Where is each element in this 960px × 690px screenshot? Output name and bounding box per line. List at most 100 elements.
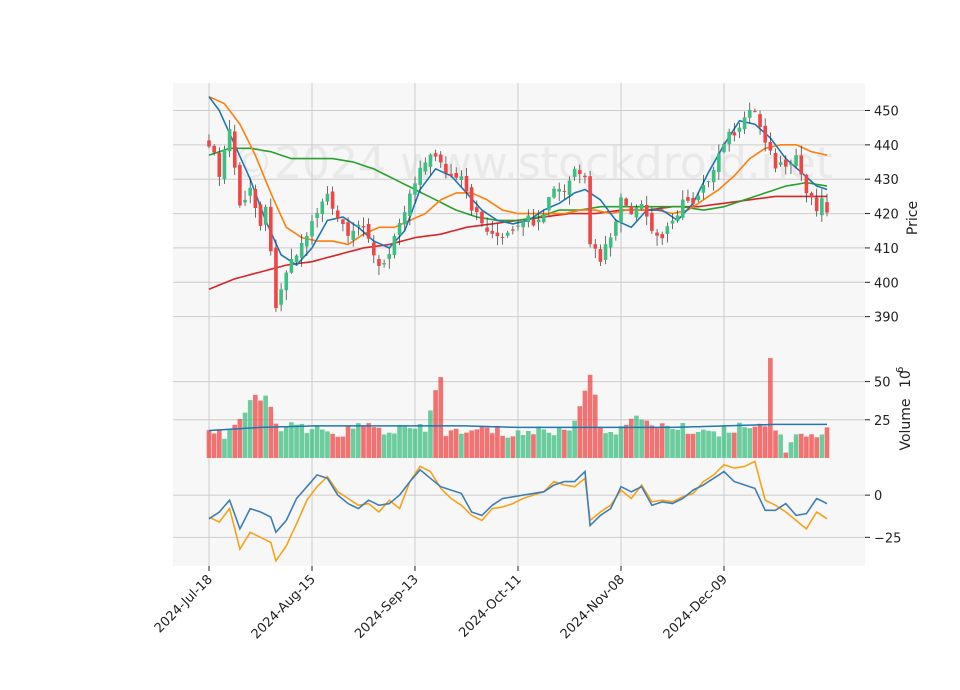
- volume-bar-up: [227, 430, 232, 458]
- candle-body-up: [794, 155, 798, 166]
- volume-bar-up: [279, 431, 284, 458]
- date-tick-label: 2024-Nov-08: [558, 572, 628, 642]
- candle-body-up: [243, 200, 247, 203]
- price-axis-title: Price: [905, 201, 921, 235]
- volume-bar-up: [305, 433, 310, 458]
- volume-bar-up: [222, 439, 227, 458]
- volume-bar-up: [665, 426, 670, 458]
- volume-bar-up: [619, 426, 624, 458]
- candle-body-up: [521, 221, 525, 227]
- volume-bar-up: [310, 429, 315, 458]
- candle-body-up: [619, 197, 623, 222]
- candle-body-up: [526, 216, 530, 223]
- candle-body-down: [444, 164, 448, 173]
- volume-bar-down: [485, 427, 490, 458]
- volume-bar-up: [392, 433, 397, 458]
- candle-body-up: [300, 243, 304, 258]
- candle-body-up: [429, 155, 433, 167]
- volume-bar-down: [758, 424, 763, 458]
- candle-body-down: [480, 212, 484, 224]
- candle-body-up: [696, 196, 700, 201]
- candle-body-down: [434, 153, 438, 156]
- volume-bar-down: [562, 430, 567, 458]
- candle-body-up: [537, 220, 541, 223]
- candle-body-up: [717, 154, 721, 172]
- volume-bar-down: [660, 423, 665, 458]
- volume-bar-down: [258, 401, 263, 458]
- candle-body-up: [506, 233, 510, 236]
- volume-bar-down: [371, 427, 376, 458]
- volume-bar-down: [469, 430, 474, 458]
- price-tick-label: 430: [874, 173, 899, 188]
- price-tick-label: 390: [874, 311, 899, 326]
- volume-tick-label: 25: [874, 414, 891, 429]
- volume-bar-down: [809, 434, 814, 458]
- candle-body-down: [805, 175, 809, 194]
- price-tick-label: 440: [874, 139, 899, 154]
- candle-body-up: [609, 237, 613, 247]
- volume-bar-down: [454, 429, 459, 458]
- candle-body-down: [774, 153, 778, 168]
- candle-body-up: [357, 225, 361, 227]
- volume-bar-down: [593, 395, 598, 458]
- candle-body-up: [315, 213, 319, 218]
- volume-bar-down: [490, 433, 495, 458]
- candle-body-down: [372, 243, 376, 256]
- candle-body-down: [336, 211, 340, 219]
- candle-body-up: [403, 212, 407, 224]
- volume-bar-up: [351, 429, 356, 458]
- candle-body-up: [557, 189, 561, 192]
- candle-body-up: [542, 214, 546, 222]
- volume-bar-down: [732, 433, 737, 458]
- price-tick-label: 400: [874, 276, 899, 291]
- date-tick-label: 2024-Jul-18: [152, 572, 216, 636]
- volume-bar-up: [639, 420, 644, 458]
- volume-bar-up: [541, 429, 546, 458]
- volume-bar-down: [624, 425, 629, 458]
- candle-body-up: [387, 254, 391, 259]
- candle-body-down: [799, 155, 803, 174]
- volume-bar-up: [382, 435, 387, 458]
- volume-bar-up: [727, 433, 732, 458]
- candle-body-down: [496, 233, 500, 237]
- volume-bar-up: [680, 423, 685, 458]
- volume-bar-down: [433, 390, 438, 458]
- candle-body-up: [748, 110, 752, 118]
- chart-figure: ©2024 www.stockdroid.net 390 400 410 420 430…: [0, 0, 960, 690]
- volume-bar-up: [423, 432, 428, 458]
- candle-body-down: [578, 170, 582, 174]
- candle-body-down: [501, 237, 505, 238]
- candle-body-down: [362, 226, 366, 227]
- candle-body-up: [393, 236, 397, 255]
- candle-body-down: [217, 153, 221, 177]
- candle-body-down: [645, 205, 649, 217]
- volume-bar-down: [361, 426, 366, 458]
- candle-body-down: [815, 198, 819, 211]
- candle-body-up: [460, 176, 464, 180]
- candle-body-up: [418, 168, 422, 185]
- volume-bar-down: [444, 436, 449, 458]
- candle-body-down: [254, 189, 258, 208]
- volume-bar-up: [325, 431, 330, 458]
- volume-exponent-power: 6: [895, 367, 906, 373]
- candle-body-down: [650, 213, 654, 231]
- volume-bar-up: [387, 433, 392, 458]
- volume-bar-up: [701, 430, 706, 458]
- volume-bar-up: [243, 413, 248, 458]
- volume-bar-down: [274, 424, 279, 458]
- candle-body-down: [259, 204, 263, 226]
- volume-bar-up: [536, 427, 541, 458]
- volume-bar-up: [794, 434, 799, 458]
- candle-body-down: [763, 126, 767, 143]
- volume-bar-down: [500, 436, 505, 458]
- volume-bar-down: [655, 428, 660, 458]
- candle-body-up: [712, 170, 716, 182]
- date-tick-label: 2024-Oct-11: [456, 572, 524, 640]
- candle-body-down: [233, 131, 237, 167]
- volume-bar-up: [408, 428, 413, 458]
- volume-bar-down: [449, 430, 454, 458]
- volume-bar-down: [217, 429, 222, 458]
- volume-bar-down: [253, 395, 258, 458]
- candle-body-down: [331, 191, 335, 208]
- candle-body-down: [753, 111, 757, 112]
